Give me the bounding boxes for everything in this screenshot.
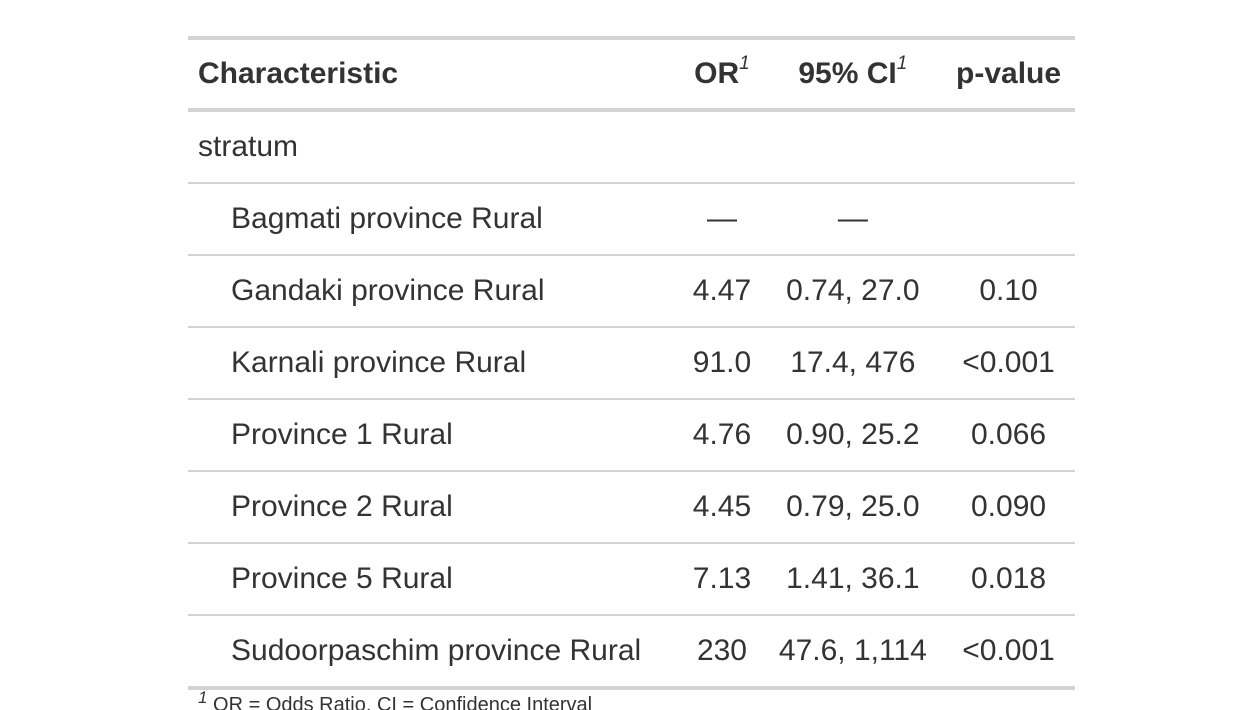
footnote-text: OR = Odds Ratio, CI = Confidence Interva… bbox=[213, 694, 593, 710]
ci-cell: 0.74, 27.0 bbox=[763, 255, 943, 328]
group-label: stratum bbox=[188, 110, 681, 184]
ci-cell: 0.79, 25.0 bbox=[763, 471, 943, 544]
or-cell: 7.13 bbox=[680, 543, 764, 616]
ci-cell: — bbox=[763, 183, 943, 256]
pvalue-cell: 0.066 bbox=[942, 399, 1075, 472]
table-row: Sudoorpaschim province Rural 230 47.6, 1… bbox=[188, 615, 1075, 690]
ci-cell: 0.90, 25.2 bbox=[763, 399, 943, 472]
row-label: Province 2 Rural bbox=[188, 471, 681, 544]
column-header-ci: 95% CI1 bbox=[764, 38, 942, 110]
pvalue-cell bbox=[942, 183, 1075, 256]
pvalue-cell: <0.001 bbox=[942, 327, 1075, 400]
row-label: Sudoorpaschim province Rural bbox=[188, 615, 681, 690]
pvalue-cell: 0.10 bbox=[942, 255, 1075, 328]
row-label: Province 1 Rural bbox=[188, 399, 681, 472]
table-header: Characteristic OR1 95% CI1 p-value bbox=[188, 38, 1075, 110]
or-cell: 230 bbox=[680, 615, 764, 690]
table-body: stratum Bagmati province Rural — — Ganda… bbox=[188, 110, 1075, 690]
or-cell: 4.47 bbox=[680, 255, 764, 328]
or-cell bbox=[680, 110, 764, 184]
ci-cell bbox=[763, 110, 943, 184]
column-header-characteristic: Characteristic bbox=[188, 38, 680, 110]
pvalue-cell bbox=[942, 110, 1075, 184]
regression-table: Characteristic OR1 95% CI1 p-value strat… bbox=[188, 36, 1075, 690]
table-row: Bagmati province Rural — — bbox=[188, 183, 1075, 256]
pvalue-cell: <0.001 bbox=[942, 615, 1075, 690]
pvalue-cell: 0.018 bbox=[942, 543, 1075, 616]
column-header-characteristic-label: Characteristic bbox=[198, 57, 399, 90]
table-row: Province 5 Rural 7.13 1.41, 36.1 0.018 bbox=[188, 543, 1075, 616]
row-label: Gandaki province Rural bbox=[188, 255, 681, 328]
group-row-stratum: stratum bbox=[188, 110, 1075, 184]
pvalue-cell: 0.090 bbox=[942, 471, 1075, 544]
ci-cell: 47.6, 1,114 bbox=[763, 615, 943, 690]
row-label: Bagmati province Rural bbox=[188, 183, 681, 256]
or-cell: 4.76 bbox=[680, 399, 764, 472]
or-cell: — bbox=[680, 183, 764, 256]
table-row: Province 2 Rural 4.45 0.79, 25.0 0.090 bbox=[188, 471, 1075, 544]
table-row: Gandaki province Rural 4.47 0.74, 27.0 0… bbox=[188, 255, 1075, 328]
footnote-mark: 1 bbox=[896, 53, 908, 74]
column-header-pvalue-label: p-value bbox=[956, 57, 1062, 90]
row-label: Province 5 Rural bbox=[188, 543, 681, 616]
ci-cell: 1.41, 36.1 bbox=[763, 543, 943, 616]
header-row: Characteristic OR1 95% CI1 p-value bbox=[188, 38, 1075, 110]
table-row: Province 1 Rural 4.76 0.90, 25.2 0.066 bbox=[188, 399, 1075, 472]
table-footnote: 1 OR = Odds Ratio, CI = Confidence Inter… bbox=[198, 689, 593, 710]
or-cell: 4.45 bbox=[680, 471, 764, 544]
ci-cell: 17.4, 476 bbox=[763, 327, 943, 400]
column-header-or-label: OR bbox=[694, 57, 740, 90]
row-label: Karnali province Rural bbox=[188, 327, 681, 400]
column-header-or: OR1 bbox=[680, 38, 763, 110]
regression-table-container: Characteristic OR1 95% CI1 p-value strat… bbox=[188, 36, 1075, 690]
footnote-mark: 1 bbox=[198, 688, 208, 707]
column-header-pvalue: p-value bbox=[942, 38, 1075, 110]
column-header-ci-label: 95% CI bbox=[798, 57, 897, 90]
or-cell: 91.0 bbox=[680, 327, 764, 400]
table-row: Karnali province Rural 91.0 17.4, 476 <0… bbox=[188, 327, 1075, 400]
footnote-mark: 1 bbox=[739, 53, 750, 74]
